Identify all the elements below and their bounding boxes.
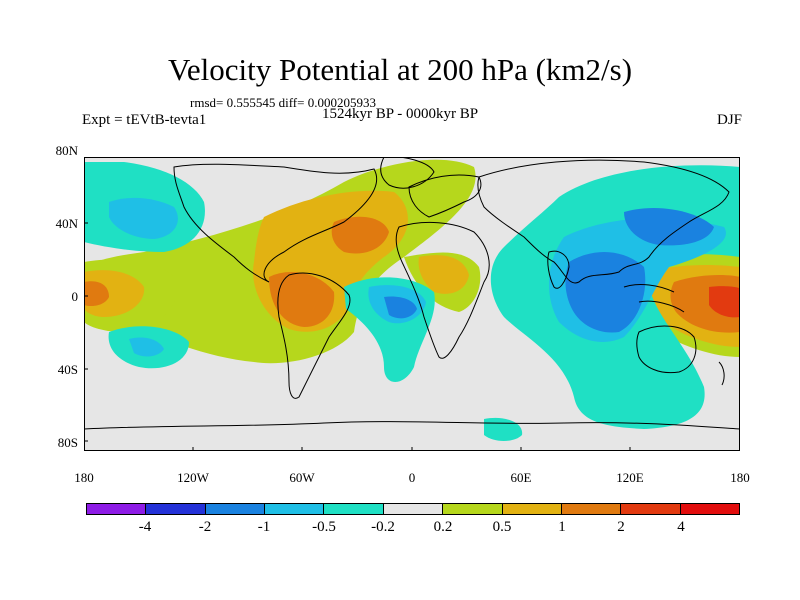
period-label: 1524kyr BP - 0000kyr BP bbox=[322, 106, 479, 122]
colorbar-label: 1 bbox=[558, 519, 566, 535]
lon-label-60w: 60W bbox=[289, 470, 315, 485]
contour-orange-africa bbox=[418, 255, 469, 294]
colorbar-label: -2 bbox=[198, 519, 212, 535]
colorbar-swatch bbox=[502, 504, 562, 514]
coastline-new-zealand bbox=[718, 361, 725, 386]
colorbar-swatch bbox=[324, 504, 384, 514]
contour-negative-asia-core bbox=[565, 251, 646, 333]
colorbar bbox=[86, 503, 740, 515]
map-title: Velocity Potential at 200 hPa (km2/s) bbox=[167, 52, 633, 87]
contour-negative-south-atlantic-core bbox=[384, 296, 417, 319]
coastline-antarctica bbox=[84, 421, 740, 430]
coastline-greenland bbox=[380, 157, 435, 189]
colorbar-label: 4 bbox=[677, 519, 685, 535]
colorbar-label: 2 bbox=[617, 519, 625, 535]
contour-red-west-pacific bbox=[709, 286, 740, 318]
lon-label-60e: 60E bbox=[510, 470, 532, 485]
lat-label-0: 0 bbox=[71, 289, 79, 304]
coastline-north-america bbox=[173, 163, 378, 283]
coastline-south-america bbox=[277, 272, 351, 399]
colorbar-swatch bbox=[443, 504, 503, 514]
lon-label-180e: 180 bbox=[730, 470, 750, 485]
lat-label-80n: 80N bbox=[55, 143, 78, 158]
contour-darkorange-south-america bbox=[269, 272, 335, 327]
season-label: DJF bbox=[716, 112, 742, 128]
lon-label-0: 0 bbox=[408, 470, 416, 485]
coastline-india bbox=[547, 250, 570, 289]
colorbar-swatch bbox=[561, 504, 622, 514]
colorbar-swatch bbox=[146, 504, 206, 514]
contour-darkorange-north-atlantic bbox=[331, 216, 389, 254]
colorbar-label: -0.5 bbox=[312, 519, 336, 535]
contour-orange-pacific-east bbox=[84, 270, 145, 317]
coastline-africa bbox=[395, 222, 490, 359]
contour-negative-north-pacific-core bbox=[109, 197, 178, 239]
colorbar-label: -1 bbox=[257, 519, 271, 535]
colorbar-swatch bbox=[205, 504, 266, 514]
colorbar-swatch bbox=[621, 504, 681, 514]
contour-negative-west-pacific-north bbox=[624, 207, 714, 246]
colorbar-swatch bbox=[265, 504, 325, 514]
lon-label-180w: 180 bbox=[74, 470, 94, 485]
lon-label-120e: 120E bbox=[616, 470, 644, 485]
contour-fill-layer bbox=[84, 157, 740, 451]
velocity-potential-map bbox=[84, 157, 740, 451]
colorbar-swatch bbox=[87, 504, 147, 514]
contour-darkorange-pacific-east bbox=[84, 281, 109, 307]
colorbar-label: 0.2 bbox=[433, 519, 453, 535]
colorbar-swatch bbox=[680, 504, 739, 514]
stats-label: rmsd= 0.555545 diff= 0.000205933 bbox=[190, 95, 376, 110]
coastline-europe bbox=[408, 174, 482, 218]
coastline-asia bbox=[477, 159, 730, 284]
axis-ticks bbox=[84, 157, 631, 451]
experiment-label: Expt = tEVtB-tevta1 bbox=[82, 112, 207, 128]
contour-negative-south-pacific-core bbox=[129, 337, 164, 357]
lat-label-40n: 40N bbox=[55, 216, 78, 231]
lat-label-80s: 80S bbox=[57, 435, 78, 450]
coastline-maritime-continent bbox=[623, 284, 685, 313]
coastline-australia bbox=[636, 325, 697, 374]
colorbar-label: -4 bbox=[138, 519, 152, 535]
lon-label-120w: 120W bbox=[177, 470, 209, 485]
colorbar-label: 0.5 bbox=[492, 519, 512, 535]
coastlines bbox=[84, 157, 740, 430]
lat-label-40s: 40S bbox=[57, 362, 78, 377]
colorbar-swatch bbox=[383, 504, 444, 514]
colorbar-label: -0.2 bbox=[371, 519, 395, 535]
